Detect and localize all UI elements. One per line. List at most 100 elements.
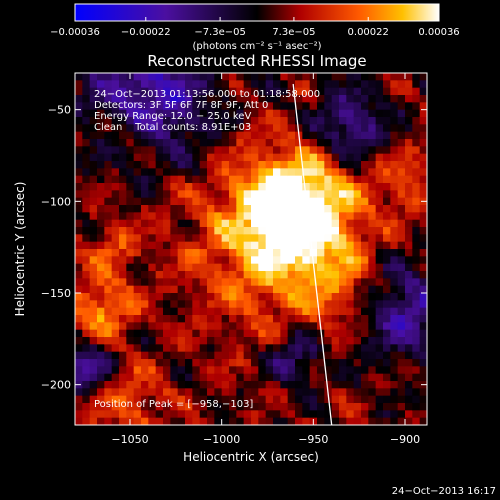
- solar-limb-line: [292, 83, 333, 425]
- heatmap-cell: [331, 403, 340, 411]
- heatmap-cell: [97, 344, 105, 353]
- heatmap-cell: [339, 271, 347, 279]
- heatmap-cell: [155, 87, 164, 96]
- heatmap-cell: [192, 344, 201, 353]
- heatmap-cell: [170, 381, 179, 389]
- heatmap-cell: [324, 300, 333, 309]
- heatmap-cell: [346, 307, 355, 316]
- heatmap-cell: [295, 205, 303, 213]
- heatmap-cell: [361, 249, 369, 257]
- colorbar-unit-label: (photons cm⁻² s⁻¹ asec⁻²): [192, 41, 321, 52]
- heatmap-cell: [324, 197, 333, 206]
- heatmap-cell: [375, 241, 384, 250]
- heatmap-cell: [368, 278, 377, 287]
- heatmap-cell: [192, 315, 201, 323]
- heatmap-cell: [309, 278, 318, 287]
- heatmap-cell: [229, 227, 237, 235]
- heatmap-cell: [375, 403, 384, 411]
- heatmap-cell: [251, 197, 259, 206]
- heatmap-cell: [82, 95, 91, 103]
- heatmap-cell: [111, 366, 120, 375]
- heatmap-cell: [419, 153, 427, 162]
- heatmap-cell: [302, 403, 311, 411]
- x-tick-label: −900: [390, 433, 420, 446]
- heatmap-cell: [75, 117, 83, 125]
- heatmap-cell: [287, 183, 296, 191]
- heatmap-cell: [258, 153, 267, 162]
- heatmap-cell: [148, 234, 157, 243]
- heatmap-cell: [346, 241, 355, 250]
- heatmap-cell: [317, 366, 325, 375]
- heatmap-cell: [324, 168, 333, 177]
- heatmap-cell: [185, 102, 193, 111]
- heatmap-cell: [236, 102, 245, 111]
- heatmap-cell: [243, 139, 252, 147]
- heatmap-cell: [141, 146, 149, 155]
- heatmap-cell: [309, 205, 318, 213]
- heatmap-cell: [126, 395, 135, 404]
- heatmap-cell: [133, 139, 142, 147]
- heatmap-cell: [390, 337, 399, 345]
- heatmap-cell: [397, 322, 406, 331]
- heatmap-cell: [412, 234, 421, 243]
- heatmap-cell: [243, 366, 252, 375]
- heatmap-cell: [317, 102, 325, 111]
- heatmap-cell: [89, 322, 98, 331]
- heatmap-cell: [111, 124, 120, 133]
- heatmap-cell: [243, 285, 252, 294]
- heatmap-cell: [287, 80, 296, 89]
- heatmap-cell: [273, 212, 281, 221]
- heatmap-cell: [405, 80, 413, 89]
- heatmap-cell: [295, 190, 303, 199]
- heatmap-cell: [390, 161, 399, 169]
- heatmap-cell: [397, 293, 406, 301]
- heatmap-cell: [295, 381, 303, 389]
- heatmap-cell: [368, 249, 377, 257]
- heatmap-cell: [155, 373, 164, 382]
- heatmap-cell: [104, 417, 113, 425]
- heatmap-cell: [177, 131, 186, 140]
- heatmap-cell: [229, 131, 237, 140]
- heatmap-cell: [214, 322, 223, 331]
- heatmap-cell: [126, 256, 135, 265]
- heatmap-cell: [383, 388, 391, 397]
- heatmap-cell: [295, 256, 303, 265]
- heatmap-cell: [361, 234, 369, 243]
- heatmap-cell: [155, 95, 164, 103]
- heatmap-cell: [412, 241, 421, 250]
- heatmap-cell: [155, 124, 164, 133]
- heatmap-cell: [82, 219, 91, 228]
- heatmap-cell: [375, 146, 384, 155]
- heatmap-cell: [199, 117, 208, 125]
- heatmap-cell: [104, 168, 113, 177]
- heatmap-cell: [89, 381, 98, 389]
- heatmap-cell: [104, 139, 113, 147]
- heatmap-cell: [185, 175, 193, 184]
- heatmap-cell: [148, 285, 157, 294]
- heatmap-cell: [236, 359, 245, 367]
- heatmap-cell: [104, 175, 113, 184]
- heatmap-cell: [375, 205, 384, 213]
- heatmap-cell: [243, 337, 252, 345]
- heatmap-cell: [75, 322, 83, 331]
- heatmap-cell: [405, 234, 413, 243]
- heatmap-cell: [295, 315, 303, 323]
- heatmap-cell: [192, 300, 201, 309]
- heatmap-cell: [324, 175, 333, 184]
- heatmap-cell: [251, 168, 259, 177]
- heatmap-cell: [75, 373, 83, 382]
- heatmap-cell: [346, 329, 355, 338]
- heatmap-cell: [192, 190, 201, 199]
- heatmap-cell: [236, 227, 245, 235]
- heatmap-cell: [331, 249, 340, 257]
- heatmap-cell: [75, 80, 83, 89]
- heatmap-cell: [126, 124, 135, 133]
- heatmap-cell: [419, 417, 427, 425]
- heatmap-cell: [126, 366, 135, 375]
- heatmap-cell: [111, 212, 120, 221]
- heatmap-cell: [104, 153, 113, 162]
- heatmap-cell: [346, 373, 355, 382]
- heatmap-cell: [207, 95, 215, 103]
- heatmap-cell: [331, 263, 340, 272]
